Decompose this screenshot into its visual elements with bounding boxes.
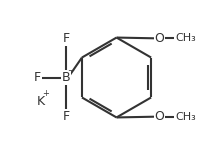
- Text: F: F: [34, 71, 41, 84]
- Text: +: +: [42, 89, 49, 98]
- Text: F: F: [62, 32, 69, 45]
- Text: O: O: [155, 32, 164, 45]
- Text: K: K: [37, 95, 45, 108]
- Text: CH₃: CH₃: [175, 33, 196, 43]
- Text: F: F: [62, 110, 69, 123]
- Text: B: B: [62, 71, 70, 84]
- Text: −: −: [67, 66, 74, 75]
- Text: CH₃: CH₃: [175, 112, 196, 122]
- Text: O: O: [155, 110, 164, 123]
